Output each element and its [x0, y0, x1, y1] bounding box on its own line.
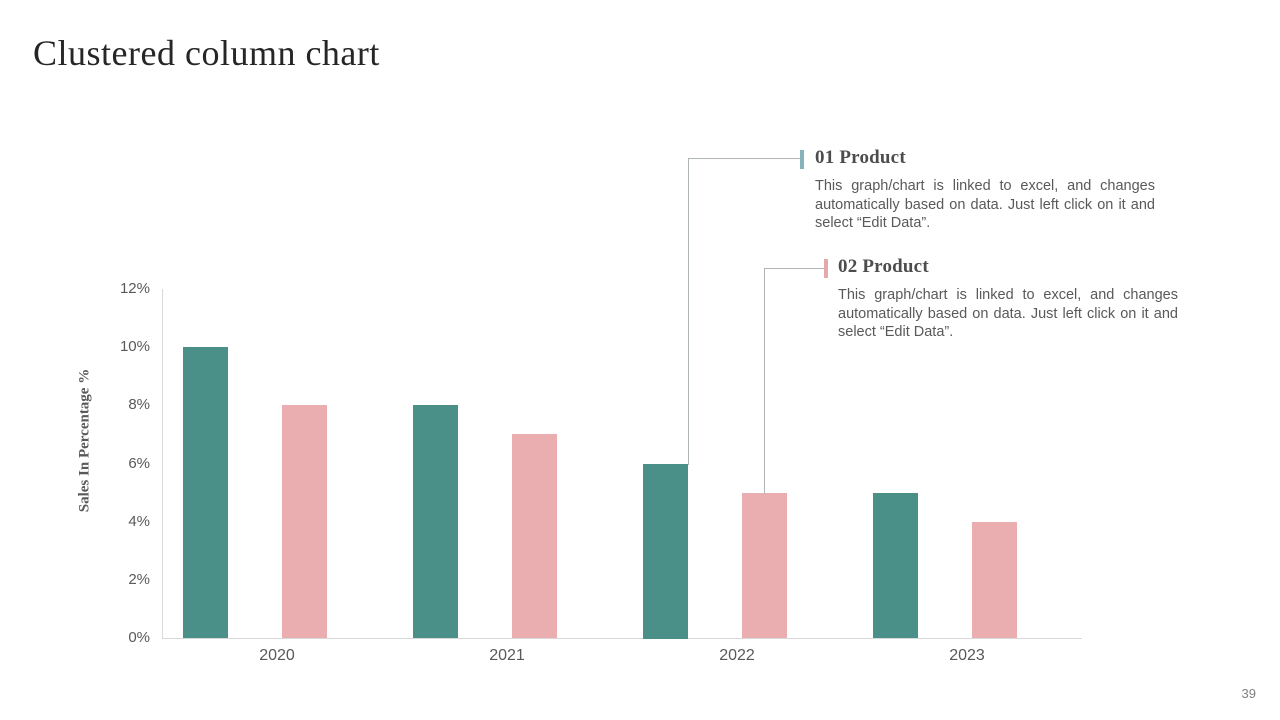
- annotation-02-body: This graph/chart is linked to excel, and…: [838, 287, 1178, 340]
- y-axis-tick-label: 6%: [128, 455, 150, 472]
- bar-01-product-2021: [413, 405, 458, 638]
- y-axis-tick-label: 12%: [119, 280, 150, 297]
- y-axis-tick-label: 10%: [119, 338, 150, 355]
- y-axis-tick-label: 4%: [128, 513, 150, 530]
- y-axis-tick-label: 8%: [128, 396, 150, 413]
- annotation-01-product: 01 Product This graph/chart is linked to…: [815, 147, 1155, 233]
- x-axis-category-label: 2020: [259, 647, 295, 664]
- annotation-01-accent-tick: [800, 150, 804, 169]
- x-axis-category-label: 2022: [719, 647, 755, 664]
- slide-title: Clustered column chart: [33, 33, 380, 73]
- y-axis-tick-label: 0%: [128, 629, 150, 646]
- bar-01-product-2022: [643, 464, 688, 639]
- bar-02-product-2023: [972, 522, 1017, 638]
- callout-connector-01: [688, 158, 802, 465]
- annotation-02-product: 02 Product This graph/chart is linked to…: [838, 256, 1178, 342]
- bar-02-product-2020: [282, 405, 327, 638]
- bar-02-product-2022: [742, 493, 787, 638]
- x-axis-category-label: 2023: [949, 647, 985, 664]
- x-axis-category-label: 2021: [489, 647, 525, 664]
- annotation-02-accent-tick: [824, 259, 828, 278]
- annotation-02-heading: 02 Product: [838, 256, 929, 277]
- callout-connector-02: [764, 268, 825, 494]
- bar-02-product-2021: [512, 434, 557, 638]
- annotation-01-body: This graph/chart is linked to excel, and…: [815, 178, 1155, 231]
- bar-01-product-2023: [873, 493, 918, 638]
- page-number: 39: [1241, 686, 1256, 701]
- y-axis-title: Sales In Percentage %: [76, 368, 93, 513]
- x-axis-line: [162, 638, 1082, 639]
- annotation-01-heading: 01 Product: [815, 147, 906, 168]
- bar-01-product-2020: [183, 347, 228, 638]
- y-axis-tick-label: 2%: [128, 571, 150, 588]
- y-axis-line: [162, 289, 163, 638]
